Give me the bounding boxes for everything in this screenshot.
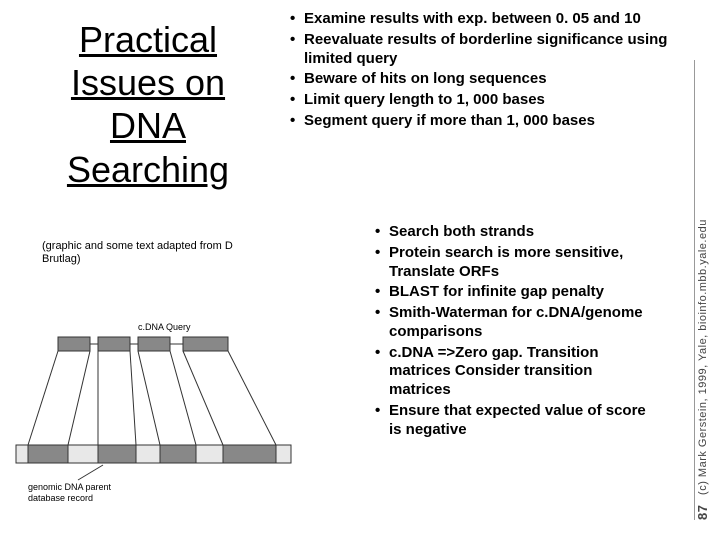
bullet-item: Examine results with exp. between 0. 05 … bbox=[290, 10, 670, 29]
query-label: c.DNA Query bbox=[138, 322, 191, 332]
slide-title: Practical Issues on DNA Searching bbox=[28, 18, 268, 191]
parent-label-2: database record bbox=[28, 493, 93, 503]
bullet-item: Protein search is more sensitive, Transl… bbox=[375, 244, 655, 282]
side-citation: 87 (c) Mark Gerstein, 1999, Yale, bioinf… bbox=[694, 60, 716, 520]
parent-label-1: genomic DNA parent bbox=[28, 482, 112, 492]
bullet-item: c.DNA =>Zero gap. Transition matrices Co… bbox=[375, 344, 655, 400]
citation-text: (c) Mark Gerstein, 1999, Yale, bioinfo.m… bbox=[697, 219, 709, 495]
bullet-item: Reevaluate results of borderline signifi… bbox=[290, 31, 670, 69]
bullet-item: Limit query length to 1, 000 bases bbox=[290, 91, 670, 110]
page-number: 87 bbox=[695, 505, 710, 520]
attribution-text: (graphic and some text adapted from D Br… bbox=[42, 240, 272, 266]
bullet-item: Smith-Waterman for c.DNA/genome comparis… bbox=[375, 304, 655, 342]
bullet-item: BLAST for infinite gap penalty bbox=[375, 283, 655, 302]
main-bullet-list: Examine results with exp. between 0. 05 … bbox=[290, 10, 670, 133]
bullet-item: Beware of hits on long sequences bbox=[290, 70, 670, 89]
bullet-item: Segment query if more than 1, 000 bases bbox=[290, 112, 670, 131]
sub-bullet-list: Search both strands Protein search is mo… bbox=[375, 223, 655, 441]
bullet-item: Ensure that expected value of score is n… bbox=[375, 402, 655, 440]
dna-diagram: c.DNA Query genomic DNA parent database … bbox=[8, 320, 298, 515]
bullet-item: Search both strands bbox=[375, 223, 655, 242]
